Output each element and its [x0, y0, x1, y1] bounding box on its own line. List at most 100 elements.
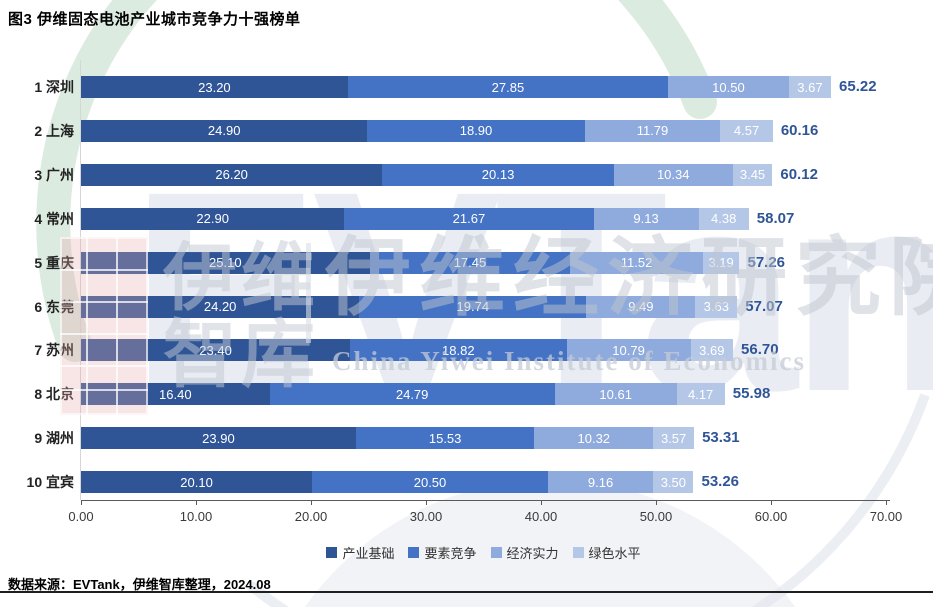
- total-value-label: 65.22: [839, 78, 877, 95]
- bar-row: 23.90 15.53 10.32 3.57: [81, 427, 695, 450]
- segment-value-label: 9.49: [628, 299, 654, 314]
- category-label: 1 深圳: [34, 79, 74, 95]
- bar-segment: 26.20: [81, 163, 383, 186]
- total-value-label: 58.07: [756, 209, 795, 227]
- segment-value-label: 3.67: [797, 79, 823, 95]
- segment-value-label: 11.52: [620, 255, 653, 271]
- bar-row: 22.90 21.67 9.13 4.38: [81, 207, 749, 230]
- segment-value-label: 17.45: [453, 255, 487, 271]
- x-axis-tick: [196, 500, 197, 505]
- bar-segment: 9.16: [547, 471, 654, 494]
- segment-value-label: 20.13: [481, 167, 515, 183]
- segment-value-label: 3.50: [660, 474, 686, 490]
- x-axis-tick: [541, 500, 542, 505]
- bar-segment: 27.85: [347, 76, 669, 98]
- legend-label: 绿色水平: [588, 546, 641, 561]
- page-title: 图3 伊维固态电池产业城市竞争力十强榜单: [8, 11, 301, 28]
- bar-segment: 24.79: [269, 383, 555, 406]
- x-axis-tick: [771, 500, 772, 505]
- category-label: 5 重庆: [34, 254, 74, 271]
- segment-value-label: 3.63: [703, 299, 729, 314]
- category-label: 3 广州: [34, 166, 74, 183]
- bar-segment: 3.19: [702, 251, 740, 274]
- legend-item: 产业基础: [326, 543, 394, 562]
- segment-value-label: 24.20: [203, 299, 237, 314]
- bar-segment: 16.40: [81, 383, 270, 406]
- bar-segment: 10.61: [554, 383, 677, 406]
- category-label: 8 北京: [34, 386, 74, 403]
- bar-segment: 10.50: [668, 76, 789, 98]
- total-value-label: 53.26: [701, 473, 740, 491]
- segment-value-label: 26.20: [215, 167, 248, 183]
- legend: 产业基础 要素竞争 经济实力 绿色水平: [81, 543, 886, 562]
- x-axis-tick-label: 40.00: [524, 509, 558, 524]
- segment-value-label: 4.17: [687, 386, 714, 402]
- segment-value-label: 11.79: [636, 123, 669, 139]
- bar-segment: 3.67: [788, 76, 832, 98]
- source-note: 数据来源：EVTank，伊维智库整理，2024.08: [8, 577, 271, 592]
- segment-value-label: 10.79: [612, 342, 645, 358]
- bar-segment: 23.90: [81, 427, 356, 450]
- legend-label: 产业基础: [342, 546, 395, 561]
- bar-segment: 3.63: [695, 295, 738, 318]
- legend-swatch: [326, 547, 338, 558]
- bar-segment: 22.90: [81, 207, 345, 230]
- bar-row: 26.20 20.13 10.34 3.45: [81, 163, 773, 186]
- segment-value-label: 4.57: [733, 123, 760, 139]
- segment-value-label: 23.40: [199, 342, 232, 358]
- x-axis-tick-label: 10.00: [179, 509, 213, 524]
- bar-segment: 19.74: [359, 295, 587, 318]
- segment-value-label: 24.79: [395, 386, 429, 402]
- bar-segment: 3.57: [653, 427, 695, 450]
- category-label: 10 宜宾: [26, 474, 74, 491]
- bar-segment: 11.79: [584, 119, 721, 142]
- bar-segment: 18.90: [367, 119, 585, 142]
- segment-value-label: 18.82: [442, 342, 475, 358]
- legend-swatch: [490, 547, 502, 558]
- segment-value-label: 3.57: [660, 430, 687, 446]
- bar-segment: 24.20: [81, 295, 360, 318]
- bar-segment: 20.50: [312, 471, 548, 494]
- x-axis-tick: [886, 500, 887, 505]
- bar-row: 23.40 18.82 10.79 3.69: [81, 339, 734, 362]
- bar-segment: 10.79: [566, 339, 691, 362]
- x-axis-tick-label: 50.00: [639, 509, 673, 524]
- legend-item: 经济实力: [490, 543, 559, 562]
- legend-label: 经济实力: [506, 546, 559, 561]
- total-value-label: 55.98: [732, 385, 771, 403]
- category-label: 2 上海: [34, 122, 74, 139]
- category-label: 4 常州: [34, 210, 74, 227]
- legend-item: 绿色水平: [572, 543, 641, 562]
- x-axis-tick: [426, 500, 427, 505]
- x-axis-line: [81, 500, 890, 501]
- segment-value-label: 23.20: [198, 79, 231, 95]
- segment-value-label: 16.40: [159, 386, 192, 402]
- segment-value-label: 20.50: [413, 474, 447, 490]
- bar-segment: 11.52: [570, 251, 703, 274]
- x-axis-tick-label: 70.00: [869, 509, 903, 524]
- segment-value-label: 3.45: [739, 167, 766, 183]
- segment-value-label: 22.90: [196, 211, 229, 227]
- category-label: 9 湖州: [34, 430, 74, 447]
- segment-value-label: 3.69: [699, 342, 725, 358]
- legend-swatch: [408, 547, 420, 558]
- segment-value-label: 23.90: [202, 430, 235, 446]
- total-value-label: 57.26: [747, 253, 786, 271]
- bar-segment: 23.20: [81, 76, 348, 98]
- segment-value-label: 24.90: [207, 123, 241, 139]
- x-axis-tick: [81, 500, 82, 505]
- bar-row: 23.20 27.85 10.50 3.67: [81, 76, 832, 98]
- total-value-label: 60.16: [780, 121, 819, 139]
- segment-value-label: 19.74: [456, 299, 490, 314]
- x-axis-tick-label: 20.00: [294, 509, 328, 524]
- bar-segment: 10.32: [534, 427, 654, 450]
- bar-row: 16.40 24.79 10.61 4.17: [81, 383, 725, 406]
- legend-swatch: [572, 547, 584, 558]
- x-axis-tick: [656, 500, 657, 505]
- legend-label: 要素竞争: [424, 546, 477, 561]
- category-label: 6 东莞: [34, 298, 74, 315]
- bar-segment: 23.40: [81, 339, 351, 362]
- x-axis-tick-label: 0.00: [68, 509, 94, 524]
- bar-row: 24.90 18.90 11.79 4.57: [81, 119, 773, 142]
- total-value-label: 60.12: [780, 165, 818, 183]
